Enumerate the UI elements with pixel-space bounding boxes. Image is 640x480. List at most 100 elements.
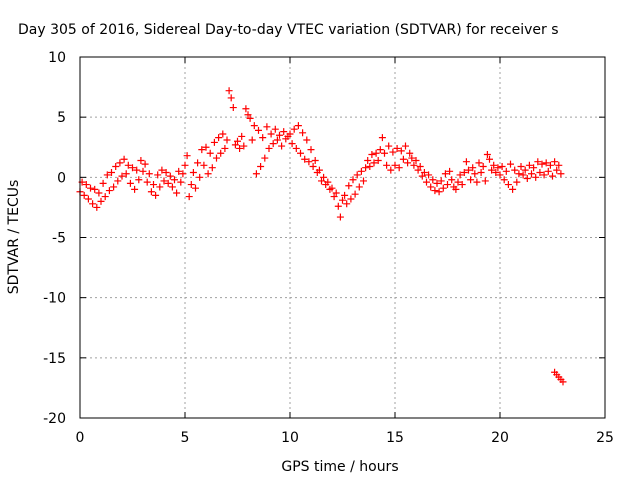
data-point <box>110 183 118 191</box>
data-point <box>158 166 166 174</box>
data-point <box>332 189 340 197</box>
data-point <box>299 129 307 137</box>
data-point <box>469 164 477 172</box>
data-point <box>378 134 386 142</box>
data-point <box>280 128 288 136</box>
data-point <box>244 111 252 119</box>
data-point <box>549 172 556 180</box>
data-point <box>351 190 359 198</box>
data-point <box>105 187 113 195</box>
y-tick-label: 0 <box>57 170 66 186</box>
data-point <box>408 154 416 162</box>
data-point <box>250 122 258 130</box>
data-point <box>135 176 143 184</box>
data-point <box>544 167 552 175</box>
data-point <box>437 177 445 185</box>
data-point <box>446 167 454 175</box>
data-point <box>267 130 275 138</box>
data-point <box>414 166 422 174</box>
data-point <box>179 170 187 178</box>
data-point <box>290 125 298 133</box>
data-point <box>225 87 233 95</box>
data-point <box>355 183 363 191</box>
data-point <box>402 142 409 150</box>
data-point <box>82 181 90 189</box>
data-point <box>324 178 332 186</box>
data-point <box>534 158 542 166</box>
data-point <box>164 179 172 187</box>
y-tick-label: 5 <box>57 110 66 126</box>
data-point <box>368 150 376 158</box>
data-point <box>490 161 498 169</box>
data-point <box>374 156 382 164</box>
data-point <box>118 172 126 180</box>
data-point <box>370 159 378 167</box>
data-point <box>257 163 265 171</box>
data-point <box>210 138 218 146</box>
data-point <box>383 161 391 169</box>
data-point <box>263 123 271 131</box>
data-point <box>404 159 412 167</box>
data-point <box>425 171 433 179</box>
data-point <box>297 149 304 157</box>
data-point <box>173 189 181 197</box>
data-point <box>183 152 191 160</box>
data-point <box>460 169 468 177</box>
data-point <box>112 163 120 171</box>
data-point <box>227 94 235 102</box>
data-point <box>139 167 147 175</box>
data-point <box>202 143 210 151</box>
x-tick-label: 20 <box>491 430 509 446</box>
data-point <box>488 166 496 174</box>
data-point <box>103 171 111 179</box>
data-point <box>507 160 514 168</box>
data-point <box>84 195 92 203</box>
data-point <box>462 158 470 166</box>
data-point <box>439 184 447 192</box>
data-point <box>498 163 506 171</box>
data-point <box>494 164 502 172</box>
data-point <box>511 166 519 174</box>
y-tick-label: -10 <box>43 291 66 307</box>
data-point <box>500 176 508 184</box>
data-point <box>221 144 229 152</box>
data-point <box>292 144 300 152</box>
data-point <box>559 378 567 386</box>
data-point <box>427 183 435 191</box>
data-point <box>196 173 204 181</box>
data-point <box>372 149 380 157</box>
data-point <box>154 171 162 179</box>
data-point <box>131 185 139 193</box>
data-point <box>271 125 279 133</box>
data-point <box>152 191 160 199</box>
data-point <box>97 197 105 205</box>
data-point <box>129 164 136 172</box>
grid-lines <box>80 57 605 418</box>
data-point <box>255 126 262 134</box>
data-point <box>444 181 451 189</box>
data-point <box>456 171 464 179</box>
data-point <box>124 161 132 169</box>
x-axis-label: GPS time / hours <box>281 459 398 475</box>
x-tick-label: 5 <box>181 430 190 446</box>
data-point <box>189 169 197 177</box>
data-point <box>252 170 260 178</box>
data-point <box>429 176 437 184</box>
data-point <box>95 189 103 197</box>
data-point <box>486 155 493 163</box>
data-point <box>238 132 246 140</box>
data-point <box>240 142 248 150</box>
chart-title: Day 305 of 2016, Sidereal Day-to-day VTE… <box>18 22 559 38</box>
data-point <box>213 154 220 162</box>
data-point <box>410 161 418 169</box>
data-point <box>467 176 475 184</box>
data-point <box>542 159 550 167</box>
data-point <box>143 178 151 186</box>
data-point <box>217 149 225 157</box>
data-point <box>477 169 485 177</box>
data-point <box>481 177 489 185</box>
data-point <box>502 167 510 175</box>
data-point <box>475 159 483 167</box>
data-point <box>145 170 153 178</box>
data-point <box>441 170 449 178</box>
